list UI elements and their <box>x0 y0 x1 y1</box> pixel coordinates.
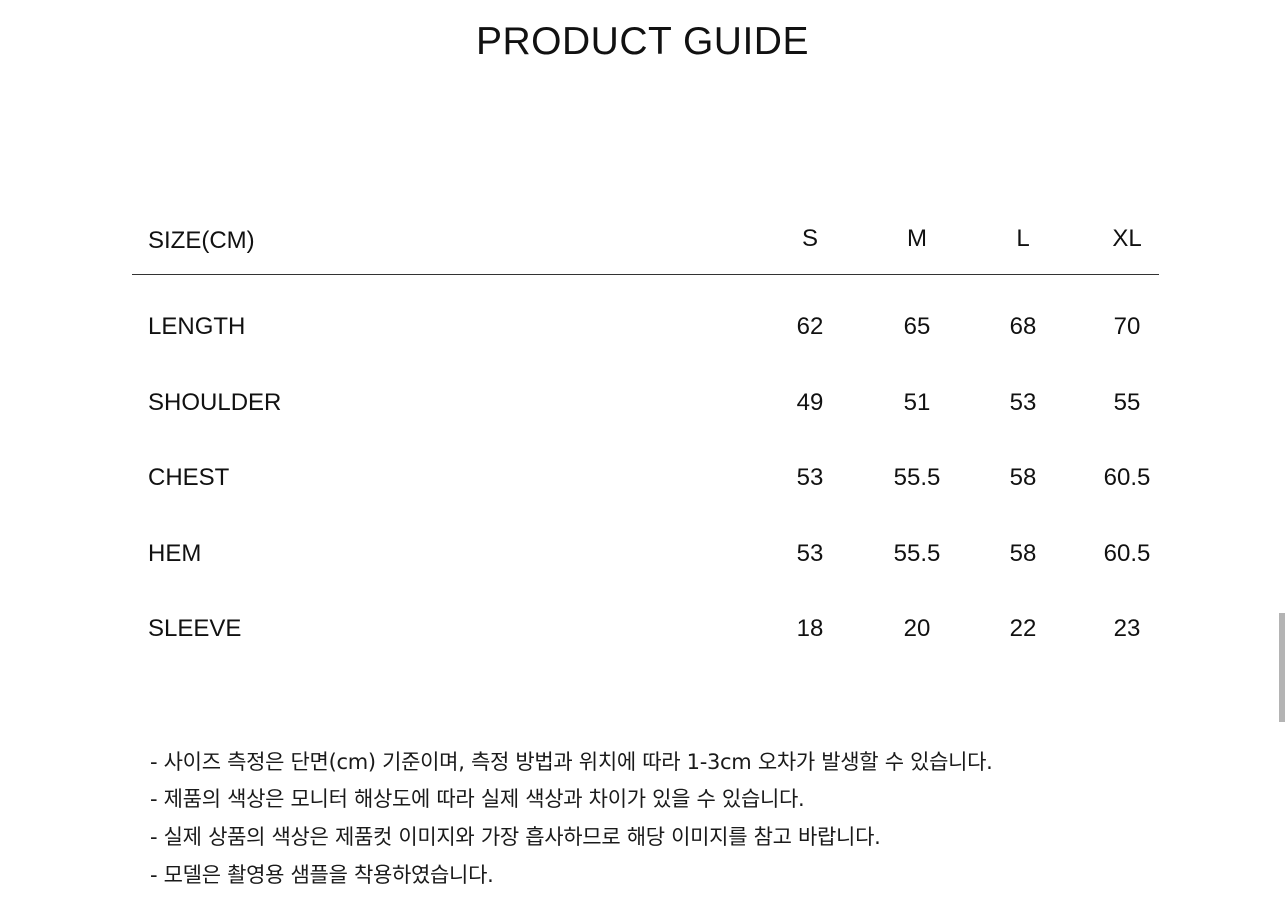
table-cell: 18 <box>796 615 824 642</box>
row-label-chest: CHEST <box>148 464 230 491</box>
table-cell: 49 <box>796 389 824 416</box>
table-cell: 53 <box>796 540 824 567</box>
table-cell: 55 <box>1113 389 1141 416</box>
table-cell: 55.5 <box>893 464 941 491</box>
table-cell: 65 <box>903 313 931 340</box>
note-line: - 제품의 색상은 모니터 해상도에 따라 실제 색상과 차이가 있을 수 있습… <box>150 787 805 811</box>
table-cell: 70 <box>1113 313 1141 340</box>
row-label-hem: HEM <box>148 540 202 567</box>
table-cell: 58 <box>1009 540 1037 567</box>
note-line: - 모델은 촬영용 샘플을 착용하였습니다. <box>150 863 494 887</box>
table-cell: 53 <box>1009 389 1037 416</box>
table-cell: 60.5 <box>1103 540 1151 567</box>
size-header-label: SIZE(CM) <box>148 227 255 254</box>
note-line: - 사이즈 측정은 단면(cm) 기준이며, 측정 방법과 위치에 따라 1-3… <box>150 750 993 774</box>
size-header-xl: XL <box>1112 225 1142 252</box>
row-label-length: LENGTH <box>148 313 246 340</box>
table-cell: 62 <box>796 313 824 340</box>
scrollbar-thumb[interactable] <box>1279 613 1285 722</box>
table-cell: 55.5 <box>893 540 941 567</box>
table-cell: 60.5 <box>1103 464 1151 491</box>
table-cell: 58 <box>1009 464 1037 491</box>
table-cell: 51 <box>903 389 931 416</box>
size-header-m: M <box>907 225 927 252</box>
table-cell: 22 <box>1009 615 1037 642</box>
size-header-l: L <box>1016 225 1030 252</box>
header-divider <box>132 274 1159 275</box>
page-title: PRODUCT GUIDE <box>476 20 809 63</box>
table-cell: 68 <box>1009 313 1037 340</box>
note-line: - 실제 상품의 색상은 제품컷 이미지와 가장 흡사하므로 해당 이미지를 참… <box>150 825 881 849</box>
table-cell: 23 <box>1113 615 1141 642</box>
table-cell: 20 <box>903 615 931 642</box>
size-header-s: S <box>801 225 818 252</box>
row-label-sleeve: SLEEVE <box>148 615 242 642</box>
table-cell: 53 <box>796 464 824 491</box>
row-label-shoulder: SHOULDER <box>148 389 282 416</box>
